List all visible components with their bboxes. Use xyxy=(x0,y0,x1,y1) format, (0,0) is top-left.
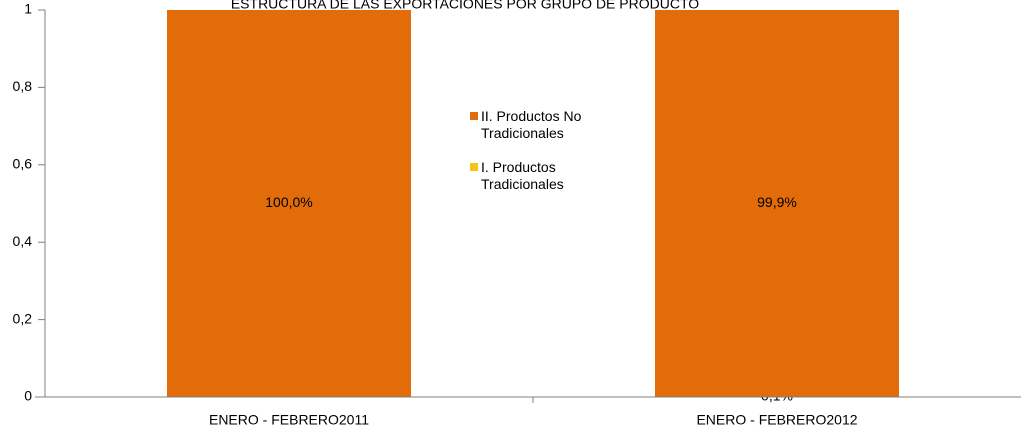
legend-label: I. Productos Tradicionales xyxy=(481,159,564,192)
legend-item: II. Productos No Tradicionales xyxy=(470,108,605,142)
y-tick-label: 0,8 xyxy=(13,78,33,94)
y-tick-label: 0,4 xyxy=(13,233,33,249)
bar-segment xyxy=(655,10,899,397)
chart-title: ESTRUCTURA DE LAS EXPORTACIONES POR GRUP… xyxy=(231,0,699,12)
x-tick-label: ENERO - FEBRERO2012 xyxy=(696,412,857,428)
value-label: 100,0% xyxy=(265,194,312,210)
legend-item: I. Productos Tradicionales xyxy=(470,159,605,193)
legend-label: II. Productos No Tradicionales xyxy=(481,108,582,141)
y-tick-label: 0,6 xyxy=(13,156,33,172)
x-tick-label: ENERO - FEBRERO2011 xyxy=(209,412,369,428)
y-tick-label: 0,2 xyxy=(13,310,33,326)
y-tick-label: 0 xyxy=(24,388,32,404)
y-tick-label: 1 xyxy=(24,1,32,17)
bar-segment xyxy=(167,10,411,397)
legend-swatch xyxy=(470,163,478,171)
value-label: 99,9% xyxy=(757,194,797,210)
legend-swatch xyxy=(470,112,478,120)
